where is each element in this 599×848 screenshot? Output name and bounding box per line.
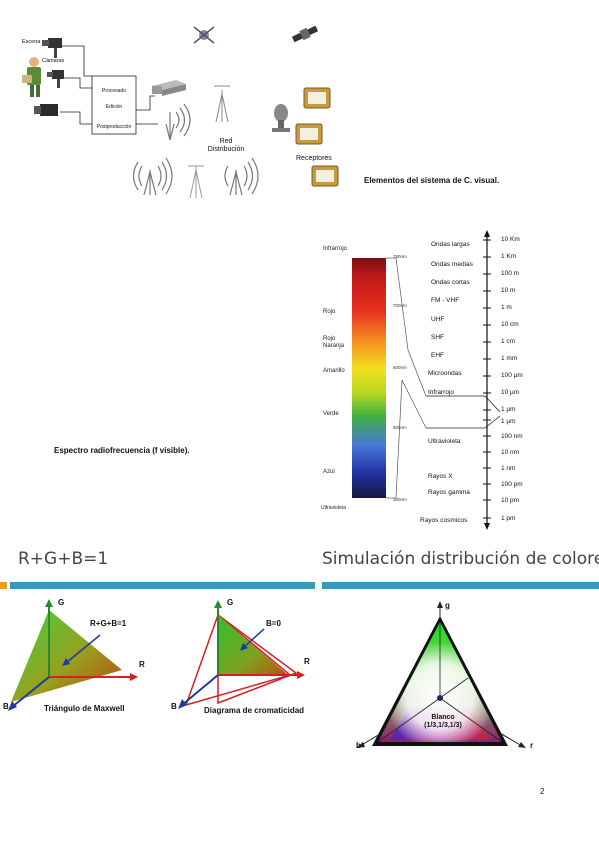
- maxwell-r-label: R: [139, 660, 145, 669]
- diagram-graphics: [22, 25, 339, 199]
- chroma-annotation: B=0: [266, 619, 281, 628]
- spec-left-infrarrojo: Infrarrojo: [323, 246, 348, 252]
- band-shf: SHF: [431, 334, 444, 341]
- camaras-label: Cámaras: [42, 58, 65, 64]
- proc-label-postproduccion: Postproducción: [96, 124, 132, 130]
- len-5: 10 cm: [501, 321, 519, 328]
- escena-label: Escena: [22, 39, 41, 45]
- tv-receiver-icon-3: [311, 165, 339, 187]
- accent-bullet: [0, 582, 7, 589]
- len-16: 10 pm: [501, 497, 520, 504]
- band-uhf: UHF: [431, 316, 445, 323]
- len-14: 1 nm: [501, 465, 516, 472]
- antenna-icon-2: [214, 85, 230, 123]
- len-1: 1 Km: [501, 253, 517, 260]
- maxwell-g-label: G: [58, 598, 65, 607]
- spec-left-ultravioleta: Ultravioleta: [321, 505, 347, 511]
- accent-bar-right: [322, 582, 599, 589]
- chroma-g-label: G: [227, 598, 234, 607]
- spec-left-amarillo: Amarillo: [323, 368, 345, 374]
- satellite-icon-2: [291, 25, 319, 43]
- band-ondas-largas: Ondas largas: [431, 241, 470, 248]
- red-distribucion-label: Red Distribución: [207, 138, 245, 153]
- diagram-caption: Elementos del sistema de C. visual.: [364, 176, 500, 185]
- nm-700: 700nm: [393, 303, 407, 308]
- maxwell-annotation: R+G+B=1: [90, 619, 127, 628]
- camera-icon-1: [42, 38, 62, 58]
- nm-780: 780nm: [393, 254, 407, 259]
- dist-center-label: Blanco: [431, 714, 455, 721]
- camera-icon-3: [34, 104, 58, 116]
- chromaticity-triangle: [178, 600, 305, 709]
- antenna-icon-5: [224, 157, 259, 196]
- antenna-icon-4: [188, 165, 204, 199]
- len-12: 100 nm: [501, 433, 523, 440]
- dist-g-label: g: [445, 601, 450, 610]
- len-4: 1 m: [501, 304, 512, 311]
- spec-left-rojo-naranja: Rojo Naranja: [323, 336, 345, 349]
- len-6: 1 cm: [501, 338, 516, 345]
- band-rayos-gamma: Rayos gamma: [428, 489, 470, 496]
- tv-receiver-icon-2: [295, 123, 323, 145]
- maxwell-triangle: [8, 599, 138, 711]
- spec-left-verde: Verde: [323, 411, 339, 417]
- slide-title-right: Simulación distribución de colores: [322, 549, 599, 569]
- chroma-b-label: B: [171, 702, 177, 711]
- proc-label-procesado: Procesado: [102, 88, 126, 94]
- len-9: 10 µm: [501, 389, 520, 396]
- band-ondas-cortas: Ondas cortas: [431, 279, 470, 286]
- band-ehf: EHF: [431, 352, 444, 359]
- len-2: 100 m: [501, 270, 520, 277]
- len-10: 1 µm: [501, 406, 516, 413]
- tv-receiver-icon-1: [303, 87, 331, 109]
- nm-600: 600nm: [393, 365, 407, 370]
- spectrum-caption: Espectro radiofrecuencia (f visible).: [54, 446, 190, 455]
- spec-left-rojo: Rojo: [323, 309, 336, 315]
- len-17: 1 pm: [501, 515, 516, 522]
- maxwell-caption: Triángulo de Maxwell: [44, 704, 125, 713]
- receptores-label: Receptores: [296, 155, 332, 162]
- band-infrarrojo: Infrarrojo: [428, 389, 455, 396]
- len-13: 10 nm: [501, 449, 520, 456]
- band-rayos-x: Rayos X: [428, 473, 453, 480]
- color-distribution-graphics: [356, 601, 526, 748]
- accent-bar-left: [10, 582, 315, 589]
- proc-label-edicion: Edición: [105, 104, 123, 110]
- satellite-icon-1: [193, 26, 215, 44]
- camera-icon-2: [47, 70, 64, 88]
- spectrum-graphics: [352, 230, 501, 530]
- len-7: 1 mm: [501, 355, 518, 362]
- band-ondas-medias: Ondas medias: [431, 261, 473, 268]
- antenna-icon-3: [132, 157, 173, 196]
- visible-spectrum-bar: [352, 258, 386, 498]
- band-rayos-cosmicos: Rayos cosmicos: [420, 517, 468, 524]
- rgb-triangles-graphics: [8, 599, 305, 711]
- chroma-caption: Diagrama de cromaticidad: [204, 706, 305, 715]
- satellite-dish-icon: [272, 104, 290, 132]
- page-number: 2: [540, 787, 545, 796]
- maxwell-b-label: B: [3, 702, 9, 711]
- nm-380: 380nm: [393, 497, 407, 502]
- len-0: 10 Km: [501, 236, 520, 243]
- processing-box: [91, 75, 137, 135]
- band-microondas: Microondas: [428, 370, 462, 377]
- dist-center-coords: (1/3,1/3,1/3): [424, 722, 462, 729]
- len-15: 100 pm: [501, 481, 523, 488]
- scene-person-icon: [22, 57, 41, 97]
- len-3: 10 m: [501, 287, 516, 294]
- antenna-icon-1: [165, 103, 191, 141]
- band-ultravioleta: Ultravioleta: [428, 438, 461, 445]
- len-11: 1 µm: [501, 418, 516, 425]
- decoder-box-icon: [152, 80, 186, 96]
- chroma-r-label: R: [304, 657, 310, 666]
- spec-left-azul: Azul: [323, 469, 335, 475]
- dist-b-label: b: [356, 741, 361, 750]
- slide-title-left: R+G+B=1: [18, 549, 109, 569]
- nm-500: 500nm: [393, 425, 407, 430]
- band-fm-vhf: FM - VHF: [431, 297, 460, 304]
- dist-r-label: r: [530, 741, 534, 750]
- len-8: 100 µm: [501, 372, 523, 379]
